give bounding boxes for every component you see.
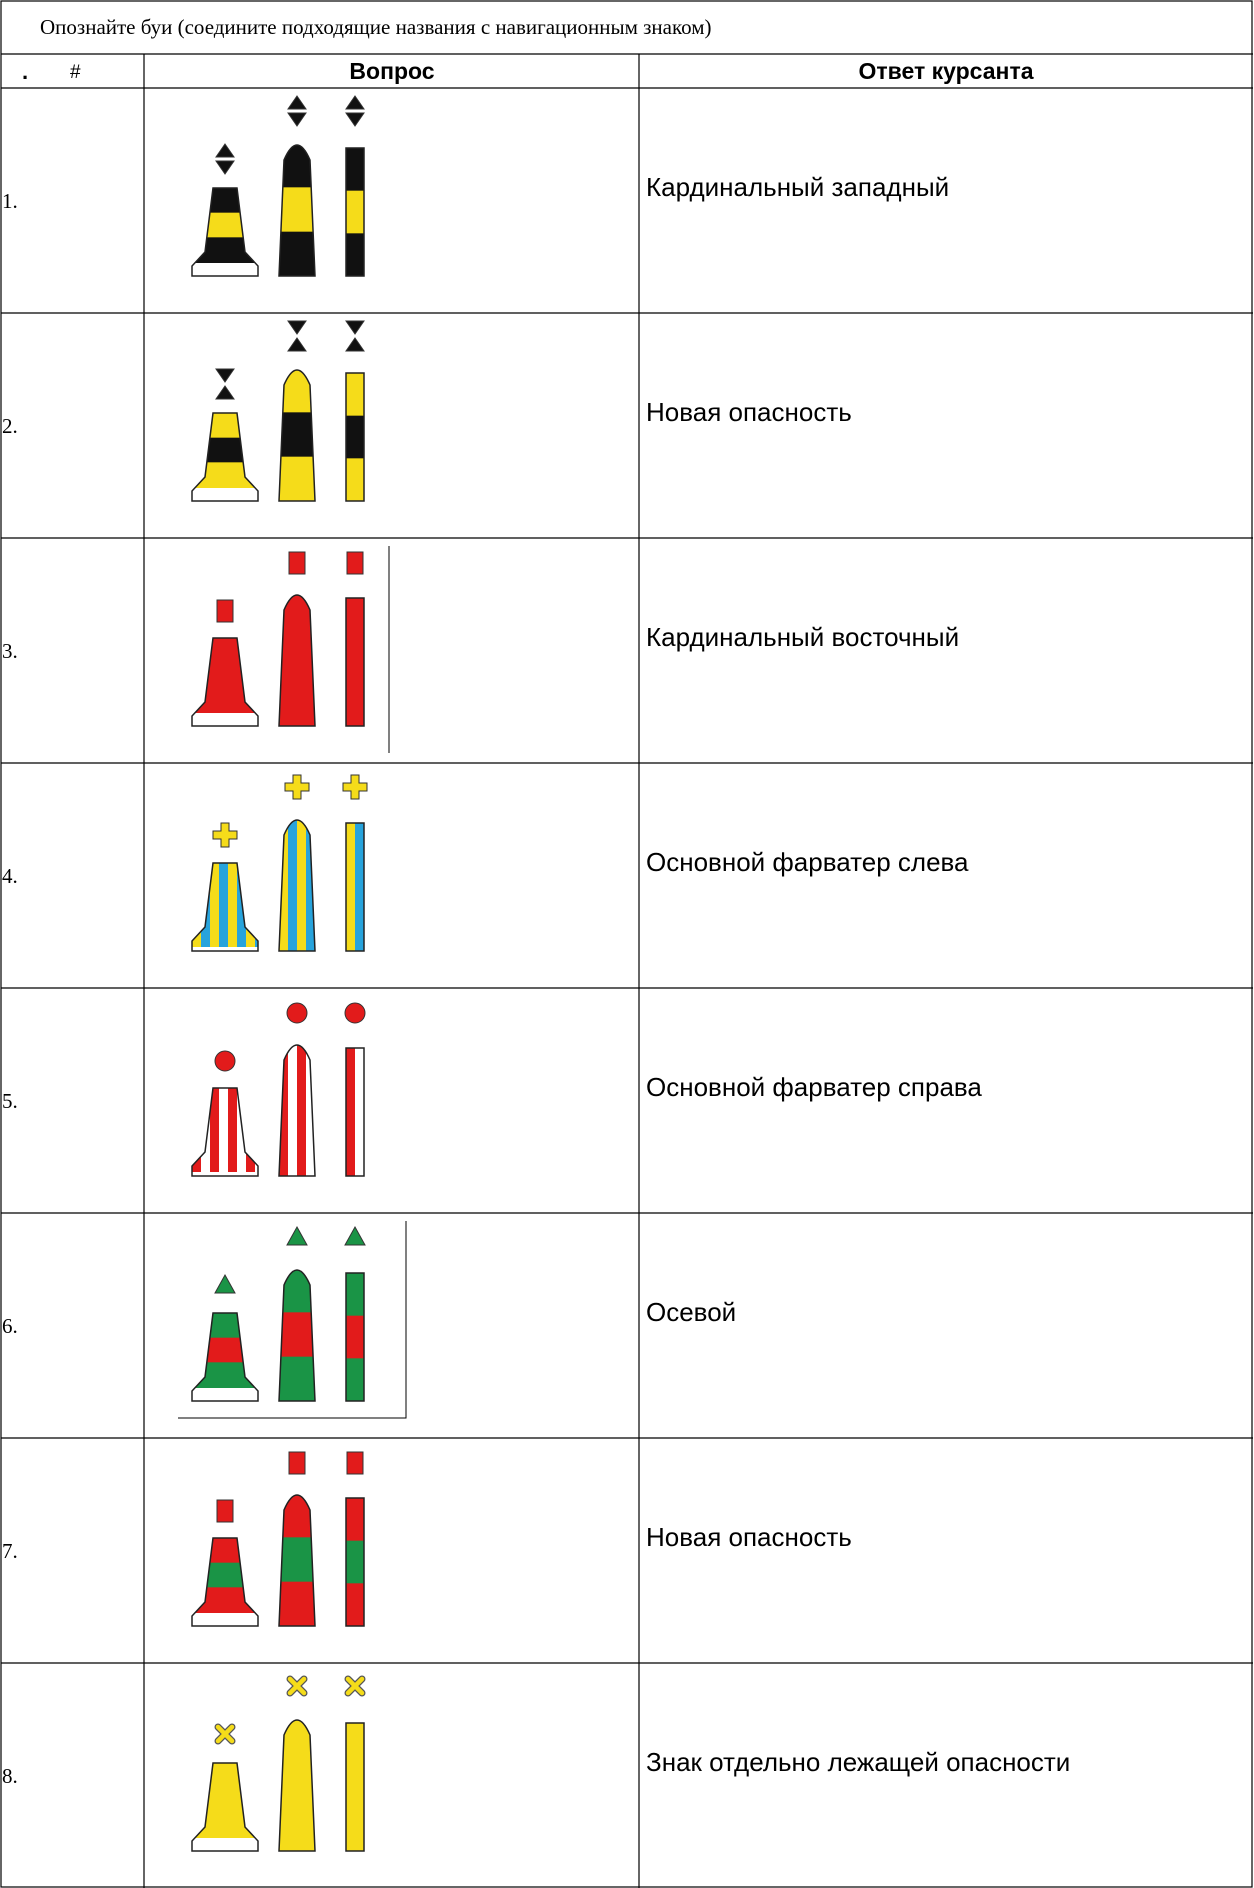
row-answer: Знак отдельно лежащей опасности [646, 1747, 1070, 1777]
buoy-picture [191, 1675, 366, 1852]
buoy-picture [191, 774, 368, 952]
row-number: 4. [2, 864, 18, 888]
buoy-picture [191, 95, 365, 277]
header-marker: . [22, 59, 28, 84]
row-answer: Новая опасность [646, 1522, 852, 1552]
row-answer: Кардинальный западный [646, 172, 949, 202]
header-question: Вопрос [349, 58, 434, 84]
buoy-picture [191, 1225, 366, 1402]
row-answer: Новая опасность [646, 397, 852, 427]
row-number: 8. [2, 1764, 18, 1788]
row-number: 5. [2, 1089, 18, 1113]
header-answer: Ответ курсанта [859, 58, 1034, 84]
image-edge [178, 1221, 407, 1419]
row-number: 3. [2, 639, 18, 663]
row-number: 2. [2, 414, 18, 438]
buoy-picture [191, 551, 365, 727]
header-number: # [70, 62, 81, 83]
row-number: 1. [2, 189, 18, 213]
buoy-picture [191, 1451, 365, 1627]
row-answer: Основной фарватер справа [646, 1072, 982, 1102]
table-title: Опознайте буи (соедините подходящие назв… [40, 15, 712, 39]
buoy-picture [191, 1002, 366, 1177]
row-number: 7. [2, 1539, 18, 1563]
buoy-picture [191, 320, 365, 502]
row-answer: Осевой [646, 1297, 736, 1327]
row-answer: Кардинальный восточный [646, 622, 959, 652]
row-number: 6. [2, 1314, 18, 1338]
row-answer: Основной фарватер слева [646, 847, 969, 877]
